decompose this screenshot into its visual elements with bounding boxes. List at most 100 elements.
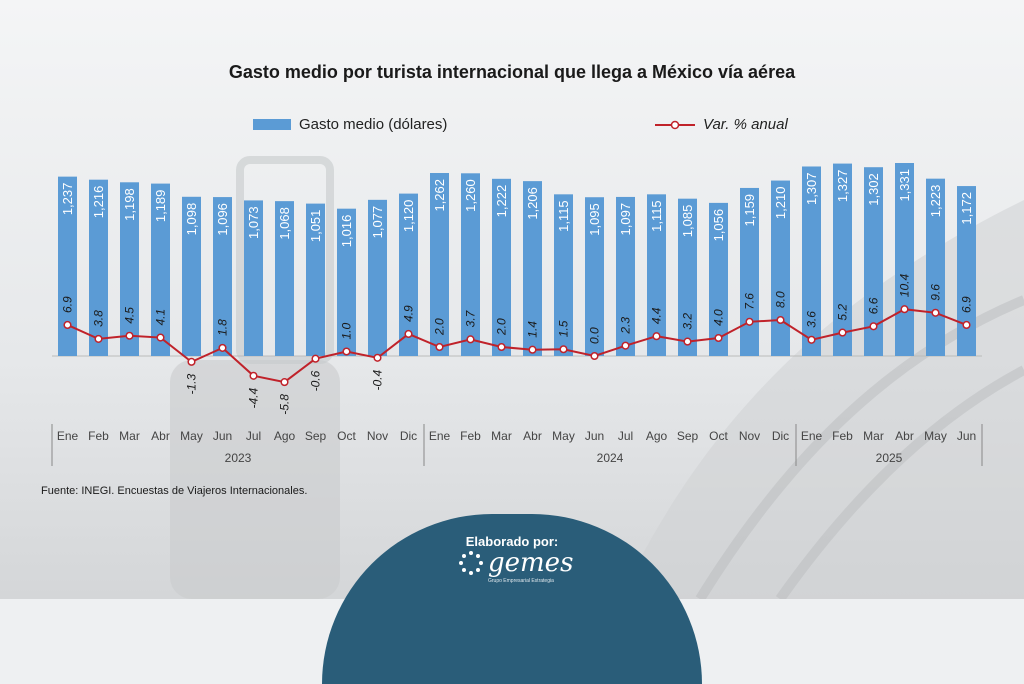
line-value-label: 1.5 bbox=[557, 320, 571, 337]
line-value-label: 2.0 bbox=[495, 318, 509, 336]
line-value-label: 8.0 bbox=[774, 291, 788, 308]
bar-value-label: 1,222 bbox=[494, 185, 509, 218]
line-point bbox=[311, 354, 320, 363]
line-point bbox=[683, 337, 692, 346]
x-tick-label: Abr bbox=[895, 429, 914, 443]
line-value-label: 1.0 bbox=[340, 322, 354, 339]
line-value-label: -0.6 bbox=[309, 370, 323, 391]
line-value-label: 10.4 bbox=[898, 274, 912, 298]
year-label: 2024 bbox=[597, 451, 624, 465]
line-value-label: 3.8 bbox=[92, 310, 106, 327]
line-value-label: -5.8 bbox=[278, 394, 292, 415]
bar bbox=[337, 208, 356, 356]
bar-value-label: 1,223 bbox=[928, 185, 943, 218]
bar bbox=[151, 183, 170, 356]
x-tick-label: May bbox=[924, 429, 947, 443]
line-value-label: 4.5 bbox=[123, 307, 137, 324]
line-point bbox=[404, 329, 413, 339]
line-value-label: 4.4 bbox=[650, 307, 664, 324]
bar bbox=[554, 194, 573, 356]
line-point bbox=[745, 317, 754, 326]
bar-value-label: 1,073 bbox=[246, 206, 261, 239]
x-tick-label: May bbox=[552, 429, 575, 443]
line-value-label: 3.6 bbox=[805, 311, 819, 328]
line-point bbox=[652, 332, 661, 341]
x-tick-label: Mar bbox=[863, 429, 884, 443]
x-tick-label: Feb bbox=[88, 429, 109, 443]
line-point bbox=[807, 335, 816, 344]
bar bbox=[616, 196, 635, 356]
x-tick-label: Jul bbox=[246, 429, 261, 443]
line-point bbox=[776, 315, 785, 325]
bar-value-label: 1,051 bbox=[308, 210, 323, 243]
chart-title: Gasto medio por turista internacional qu… bbox=[228, 62, 796, 82]
bar-value-label: 1,198 bbox=[122, 188, 137, 221]
bar-value-label: 1,189 bbox=[153, 190, 168, 223]
x-tick-label: Sep bbox=[305, 429, 327, 443]
background-photo bbox=[0, 0, 1024, 599]
bar bbox=[368, 199, 387, 356]
x-tick-label: Dic bbox=[400, 429, 417, 443]
line-value-label: 6.9 bbox=[61, 296, 75, 313]
logo-wordmark: gemes bbox=[488, 548, 574, 578]
x-tick-label: Mar bbox=[119, 429, 140, 443]
bar bbox=[120, 182, 139, 356]
line-value-label: 2.3 bbox=[619, 317, 633, 335]
bar bbox=[430, 173, 449, 356]
line-point bbox=[280, 378, 289, 387]
bar-value-label: 1,210 bbox=[773, 187, 788, 220]
year-label: 2023 bbox=[225, 451, 252, 465]
line-point bbox=[621, 341, 630, 350]
line-point bbox=[962, 320, 971, 330]
bar bbox=[678, 198, 697, 356]
line-value-label: 4.0 bbox=[712, 309, 726, 326]
bar-value-label: 1,098 bbox=[184, 203, 199, 236]
x-tick-label: Jul bbox=[618, 429, 633, 443]
gemes-logo: gemes Grupo Empresarial Estrategia bbox=[458, 548, 574, 584]
x-tick-label: Abr bbox=[523, 429, 542, 443]
bar bbox=[802, 166, 821, 356]
line-point bbox=[249, 371, 258, 380]
bar bbox=[895, 163, 914, 356]
x-tick-label: Dic bbox=[772, 429, 789, 443]
line-point bbox=[559, 345, 568, 354]
x-tick-label: Feb bbox=[460, 429, 481, 443]
bar bbox=[89, 179, 108, 356]
line-value-label: 1.8 bbox=[216, 319, 230, 336]
line-value-label: 5.2 bbox=[836, 304, 850, 321]
line-value-label: 7.6 bbox=[743, 293, 757, 310]
line-point bbox=[218, 343, 227, 352]
legend-line-label: Var. % anual bbox=[703, 116, 788, 133]
bar-value-label: 1,085 bbox=[680, 205, 695, 238]
bar bbox=[864, 167, 883, 356]
bar-value-label: 1,260 bbox=[463, 179, 478, 212]
bar bbox=[957, 186, 976, 356]
line-value-label: -0.4 bbox=[371, 369, 385, 390]
line-value-label: 3.2 bbox=[681, 313, 695, 330]
line-point bbox=[156, 333, 165, 342]
line-point bbox=[590, 351, 599, 361]
line-point bbox=[900, 305, 909, 314]
line-point bbox=[63, 320, 72, 330]
bar-value-label: 1,115 bbox=[649, 200, 664, 232]
bar bbox=[523, 181, 542, 356]
bar-value-label: 1,327 bbox=[835, 170, 850, 203]
x-tick-label: May bbox=[180, 429, 203, 443]
bar bbox=[740, 187, 759, 356]
bar bbox=[58, 176, 77, 356]
x-tick-label: Oct bbox=[337, 429, 356, 443]
x-tick-label: Sep bbox=[677, 429, 699, 443]
line-value-label: 0.0 bbox=[588, 327, 602, 344]
line-point bbox=[869, 322, 878, 331]
legend-line-series: Var. % anual bbox=[655, 116, 788, 133]
bar-value-label: 1,216 bbox=[91, 186, 106, 219]
line-value-label: 4.9 bbox=[402, 305, 416, 322]
bar-value-label: 1,307 bbox=[804, 172, 819, 205]
line-point bbox=[435, 342, 444, 352]
line-value-label: 2.0 bbox=[433, 318, 447, 336]
bar bbox=[275, 201, 294, 356]
bar-value-label: 1,331 bbox=[897, 169, 912, 202]
bar-value-label: 1,237 bbox=[60, 183, 75, 216]
bar bbox=[492, 178, 511, 356]
bar-value-label: 1,120 bbox=[401, 200, 416, 233]
